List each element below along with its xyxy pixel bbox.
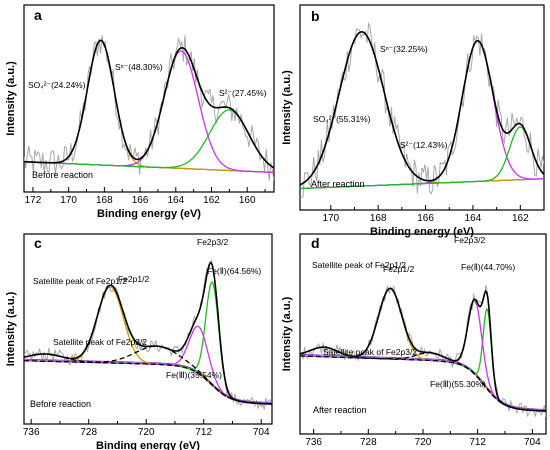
- x-tick-label: 170: [60, 195, 77, 206]
- component-peak-5: [300, 352, 546, 412]
- plot-frame: [299, 4, 545, 211]
- x-tick-label: 170: [322, 213, 339, 224]
- component-peak-1: [300, 31, 544, 186]
- peak-annotation: SO₄²⁻(55.31%): [313, 114, 371, 124]
- x-tick-label: 166: [417, 213, 434, 224]
- envelope-fit: [300, 30, 544, 186]
- y-axis-title: Intensity (a.u.): [281, 70, 293, 145]
- peak-annotation: Satellite peak of Fe2p1/2: [312, 260, 406, 270]
- peak-annotation: S²⁻(12.43%): [400, 140, 448, 150]
- x-tick-label: 720: [415, 437, 432, 448]
- component-peak-3: [300, 126, 544, 190]
- panel-a: 172 170 168 166 164 162 160 Binding energy (eV)…: [5, 4, 275, 220]
- panel-c: 736 728 720 712 704 Binding energy (eV) Intens…: [5, 233, 273, 450]
- raw-data-series: [300, 21, 544, 199]
- peak-annotation: Fe(Ⅲ)(55.30%): [430, 379, 486, 389]
- component-peak-3: [24, 109, 274, 169]
- x-tick-label: 172: [25, 195, 42, 206]
- y-axis-title: Intensity (a.u.): [5, 291, 17, 366]
- raw-data-series: [24, 34, 274, 181]
- background-line-2: [300, 353, 546, 410]
- peak-annotation: SO₄²⁻(24.24%): [28, 80, 86, 90]
- x-tick-label: 164: [167, 195, 184, 206]
- peak-annotation: Satellite peak of Fe2p3/2: [53, 337, 147, 347]
- envelope-fit: [24, 39, 274, 169]
- peak-annotation: Fe(Ⅱ)(64.56%): [207, 266, 261, 276]
- background-line: [300, 355, 546, 412]
- panel-letter: c: [34, 235, 42, 251]
- x-tick-label: 168: [370, 213, 387, 224]
- x-tick-label: 704: [253, 427, 270, 438]
- panel-letter: d: [311, 235, 320, 251]
- background-line: [24, 360, 272, 405]
- peak-annotation: Sⁿ⁻(32.25%): [380, 44, 428, 54]
- condition-label: After reaction: [313, 405, 367, 415]
- panel-letter: b: [311, 8, 320, 24]
- x-tick-label: 162: [203, 195, 220, 206]
- x-axis-title: Binding energy (eV): [97, 208, 201, 220]
- x-tick-label: 164: [465, 213, 482, 224]
- x-tick-label: 728: [360, 437, 377, 448]
- peak-annotation: Fe2p3/2: [454, 235, 485, 245]
- x-tick-label: 728: [80, 427, 97, 438]
- condition-label: Before reaction: [30, 399, 91, 409]
- component-peak-5: [24, 345, 272, 405]
- plot-frame: [23, 233, 273, 425]
- y-axis-title: Intensity (a.u.): [281, 296, 293, 371]
- envelope-fit: [24, 261, 272, 405]
- component-peak-1: [24, 39, 274, 174]
- x-tick-label: 166: [132, 195, 149, 206]
- x-tick-label: 712: [469, 437, 486, 448]
- peak-annotation: Satellite peak of Fe2p1/2: [33, 276, 127, 286]
- panel-b: 170 168 166 164 162 Binding energy (eV) Intens…: [281, 4, 545, 238]
- peak-annotation: Fe2p1/2: [118, 274, 149, 284]
- x-tick-label: 736: [305, 437, 322, 448]
- condition-label: After reaction: [311, 179, 365, 189]
- x-tick-label: 704: [524, 437, 541, 448]
- peak-annotation: Sⁿ⁻(48.30%): [115, 62, 163, 72]
- x-tick-label: 712: [195, 427, 212, 438]
- x-tick-label: 720: [138, 427, 155, 438]
- peak-annotation: Fe2p3/2: [197, 237, 228, 247]
- envelope-fit: [300, 287, 546, 412]
- x-axis-title: Binding energy (eV): [370, 226, 474, 238]
- x-tick-label: 168: [96, 195, 113, 206]
- plot-frame: [23, 4, 275, 193]
- x-tick-label: 162: [512, 213, 529, 224]
- peak-annotation: Fe2p1/2: [383, 264, 414, 274]
- peak-annotation: Satellite peak of Fe2p3/2: [323, 347, 417, 357]
- peak-annotation: Fe(Ⅲ)(35.54%): [166, 370, 222, 380]
- panel-letter: a: [34, 7, 42, 23]
- y-axis-title: Intensity (a.u.): [5, 61, 17, 136]
- x-tick-label: 160: [239, 195, 256, 206]
- condition-label: Before reaction: [32, 170, 93, 180]
- x-axis-title: Binding energy (eV): [96, 440, 200, 450]
- x-tick-label: 736: [23, 427, 40, 438]
- peak-annotation: Fe(Ⅱ)(44.70%): [461, 262, 515, 272]
- peak-annotation: S²⁻(27.45%): [219, 88, 267, 98]
